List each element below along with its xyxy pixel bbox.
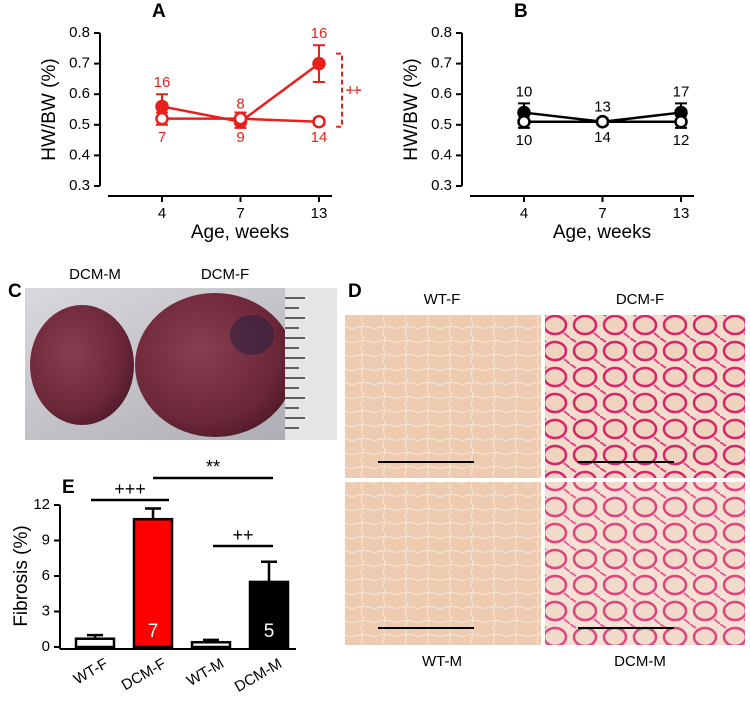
x-tick-label: WT-M — [184, 655, 227, 690]
bar — [74, 637, 116, 649]
histology-images — [345, 315, 745, 645]
y-tick-label: 0.5 — [431, 116, 452, 133]
y-tick-label: 0.3 — [431, 177, 452, 194]
x-axis-label: Age, weeks — [191, 222, 289, 243]
image-caption: WT-F — [424, 291, 461, 308]
n-label: 14 — [594, 129, 611, 146]
n-label: 7 — [158, 129, 166, 146]
n-label: 14 — [311, 129, 328, 146]
y-tick-label: 6 — [42, 567, 50, 584]
y-tick-label: 0.4 — [431, 146, 452, 163]
x-tick-label: 13 — [311, 205, 328, 222]
annotation: ‡ — [343, 85, 363, 95]
n-label: 10 — [516, 132, 533, 149]
y-tick-label: 0.4 — [69, 146, 90, 163]
n-label: 5 — [264, 621, 275, 642]
bracket — [336, 52, 343, 128]
image-caption: DCM-M — [614, 653, 666, 670]
marker — [312, 114, 326, 129]
y-tick-label: 0.7 — [431, 55, 452, 72]
marker — [233, 111, 248, 126]
n-label: 8 — [236, 96, 244, 113]
n-label: 12 — [673, 132, 690, 149]
y-axis-label: HW/BW (%) — [401, 58, 422, 160]
y-tick-label: 0.8 — [69, 24, 90, 41]
marker — [595, 114, 610, 129]
x-tick-label: 7 — [236, 205, 244, 222]
annotation: +++ — [114, 479, 146, 499]
annotation: ++ — [232, 525, 253, 545]
y-tick-label: 3 — [42, 602, 50, 619]
n-label: 17 — [673, 83, 690, 100]
marker — [674, 114, 688, 129]
x-tick-label: 4 — [520, 205, 528, 222]
panel-letter: E — [62, 477, 75, 498]
n-label: 16 — [311, 25, 328, 42]
y-tick-label: 9 — [42, 531, 50, 548]
marker — [517, 114, 531, 129]
n-label: 13 — [594, 99, 611, 116]
x-tick-label: 4 — [158, 205, 166, 222]
y-tick-label: 0.6 — [431, 85, 452, 102]
error-bar — [261, 560, 277, 582]
y-axis-label: Fibrosis (%) — [11, 525, 32, 626]
x-axis-label: Age, weeks — [553, 222, 651, 243]
panel-letter: D — [348, 281, 362, 302]
image-caption: DCM-F — [201, 266, 249, 283]
bar — [132, 517, 174, 649]
y-tick-label: 0.3 — [69, 177, 90, 194]
y-tick-label: 0.5 — [69, 116, 90, 133]
x-tick-label: 13 — [673, 205, 690, 222]
bar — [190, 641, 232, 649]
x-tick-label: 7 — [598, 205, 606, 222]
y-tick-label: 0.6 — [69, 85, 90, 102]
image-caption: WT-M — [422, 653, 462, 670]
panel-letter: C — [8, 281, 22, 302]
y-axis-label: HW/BW (%) — [39, 58, 60, 160]
image-caption: DCM-M — [69, 266, 121, 283]
n-label: 7 — [148, 621, 159, 642]
n-label: 16 — [154, 74, 171, 91]
bar — [248, 580, 290, 649]
x-tick-label: DCM-M — [232, 655, 285, 696]
marker — [312, 56, 326, 71]
image-caption: DCM-F — [616, 291, 664, 308]
annotation: ** — [206, 457, 220, 477]
y-tick-label: 0 — [42, 638, 50, 655]
heart-photo — [25, 288, 337, 440]
n-label: 10 — [516, 83, 533, 100]
marker — [155, 111, 169, 126]
y-tick-label: 0.7 — [69, 55, 90, 72]
marker — [155, 99, 169, 114]
error-bar — [145, 507, 161, 520]
n-label: 9 — [236, 129, 244, 146]
panel-letter: A — [152, 1, 166, 22]
x-tick-label: DCM-F — [119, 655, 169, 694]
y-tick-label: 0.8 — [431, 24, 452, 41]
panel-letter: B — [514, 1, 528, 22]
y-tick-label: 12 — [33, 496, 50, 513]
x-tick-label: WT-F — [71, 655, 111, 688]
